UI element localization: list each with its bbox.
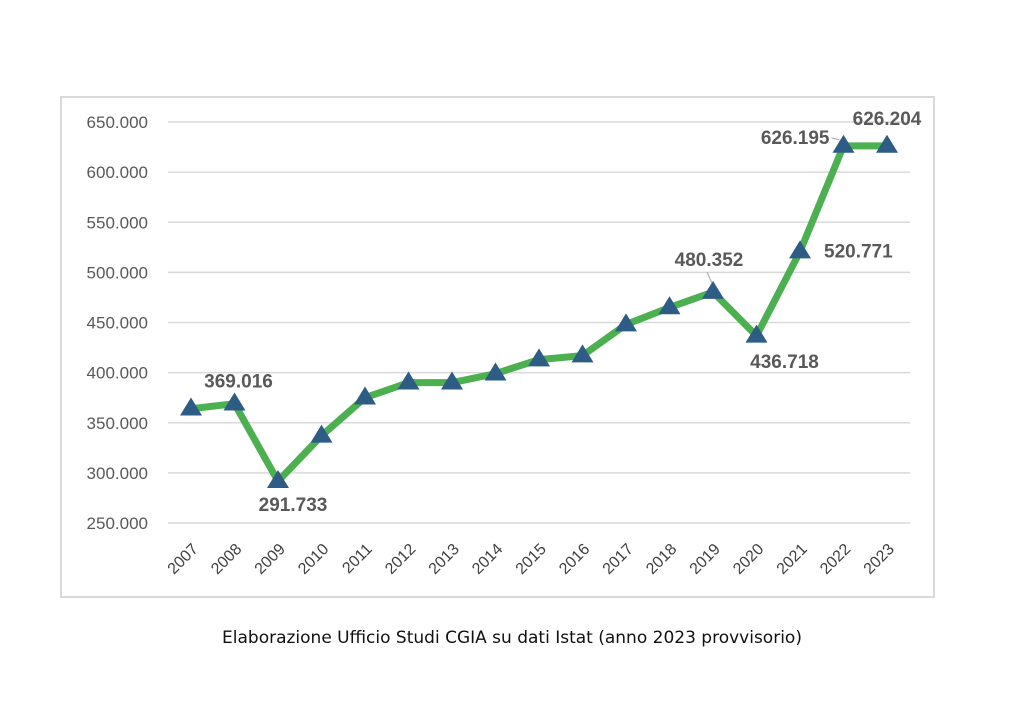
x-tick-label: 2014: [469, 541, 506, 578]
x-tick-label: 2023: [861, 541, 898, 578]
chart-caption: Elaborazione Ufficio Studi CGIA su dati …: [222, 628, 802, 648]
x-tick-label: 2020: [730, 541, 767, 578]
data-label: 626.204: [853, 109, 922, 130]
data-label: 520.771: [824, 242, 893, 263]
data-label: 369.016: [204, 372, 273, 393]
leader-line: [706, 271, 713, 284]
x-tick-label: 2013: [426, 541, 463, 578]
data-point-marker: [441, 371, 463, 390]
line-chart: 250.000 300.000 350.000 400.000 450.000 500.0…: [87, 109, 922, 578]
data-point-marker: [310, 424, 333, 443]
data-point-marker: [876, 134, 898, 153]
data-label: 480.352: [675, 250, 744, 271]
x-tick-label: 2021: [774, 541, 811, 578]
data-point-marker: [267, 470, 289, 489]
x-tick-label: 2012: [382, 541, 419, 578]
x-tick-label: 2007: [165, 541, 202, 578]
y-tick-label: 500.000: [87, 263, 148, 282]
x-tick-label: 2011: [339, 541, 375, 577]
y-tick-label: 300.000: [87, 464, 148, 483]
data-point-marker: [223, 392, 246, 411]
y-tick-label: 250.000: [87, 514, 148, 533]
y-tick-label: 400.000: [87, 364, 148, 383]
x-tick-label: 2017: [600, 541, 637, 578]
data-point-marker: [484, 362, 507, 381]
x-tick-label: 2019: [687, 541, 724, 578]
x-tick-label: 2016: [556, 541, 593, 578]
y-tick-label: 450.000: [87, 314, 148, 333]
x-tick-label: 2009: [252, 541, 289, 578]
data-label: 291.733: [259, 495, 328, 516]
data-point-marker: [180, 397, 202, 416]
x-tick-label: 2010: [295, 541, 332, 578]
data-point-marker: [528, 348, 550, 367]
chart-frame: [60, 96, 935, 598]
data-point-marker: [354, 386, 376, 405]
y-tick-label: 650.000: [87, 113, 148, 132]
y-tick-label: 600.000: [87, 163, 148, 182]
y-tick-label: 350.000: [87, 414, 148, 433]
data-point-marker: [702, 280, 724, 299]
x-tick-label: 2018: [643, 541, 680, 578]
x-tick-label: 2015: [513, 541, 550, 578]
x-tick-label: 2022: [817, 541, 854, 578]
data-point-marker: [745, 324, 768, 343]
leader-line: [831, 137, 840, 141]
data-point-marker: [658, 296, 681, 315]
data-point-marker: [789, 240, 811, 259]
data-point-marker: [832, 134, 855, 153]
data-point-marker: [397, 371, 420, 390]
data-point-marker: [615, 313, 637, 332]
data-point-marker: [571, 344, 594, 363]
data-label: 626.195: [761, 128, 830, 149]
x-tick-label: 2008: [208, 541, 245, 578]
y-tick-label: 550.000: [87, 213, 148, 232]
series-line: [187, 142, 891, 485]
data-label: 436.718: [750, 352, 819, 373]
